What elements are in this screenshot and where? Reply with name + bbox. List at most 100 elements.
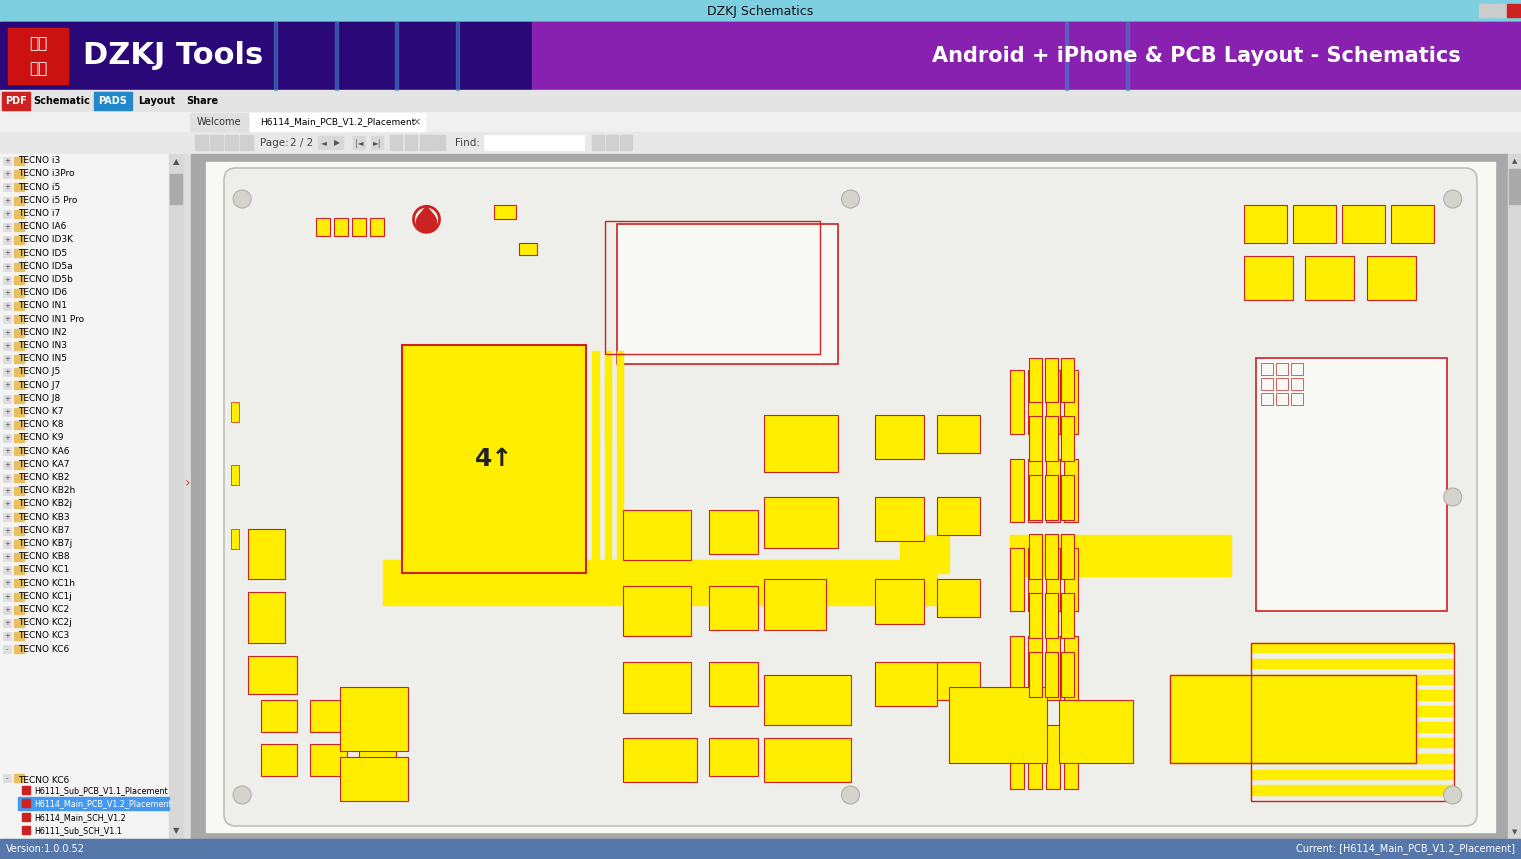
Bar: [0, 90, 1521, 112]
Bar: [14, 566, 24, 574]
Bar: [1045, 652, 1057, 697]
Text: Find:: Find:: [455, 138, 481, 148]
Bar: [3, 500, 11, 509]
Bar: [1509, 169, 1519, 204]
Text: ◄: ◄: [321, 138, 327, 148]
Text: +: +: [5, 290, 11, 296]
FancyBboxPatch shape: [224, 168, 1477, 826]
Text: +: +: [5, 541, 11, 547]
Circle shape: [1443, 786, 1462, 804]
Bar: [316, 218, 330, 236]
Bar: [605, 222, 820, 355]
Text: TECNO KB2h: TECNO KB2h: [18, 486, 75, 495]
Bar: [1010, 535, 1232, 576]
Bar: [3, 539, 11, 548]
Bar: [3, 460, 11, 469]
Bar: [3, 606, 11, 614]
Text: +: +: [5, 527, 11, 533]
Bar: [3, 184, 11, 192]
Bar: [765, 580, 826, 631]
Bar: [14, 381, 24, 389]
Bar: [937, 497, 980, 535]
Bar: [32, 92, 91, 110]
Bar: [461, 389, 470, 554]
Bar: [0, 0, 1521, 22]
Bar: [3, 369, 11, 376]
Text: TECNO IN1 Pro: TECNO IN1 Pro: [18, 314, 84, 324]
Text: TECNO i7: TECNO i7: [18, 209, 61, 218]
Bar: [949, 687, 1046, 764]
Bar: [1045, 357, 1057, 402]
Bar: [1367, 256, 1416, 301]
Bar: [3, 342, 11, 350]
Bar: [765, 674, 850, 725]
Text: TECNO KB8: TECNO KB8: [18, 552, 70, 561]
Bar: [3, 170, 11, 178]
Bar: [3, 645, 11, 654]
Text: +: +: [5, 488, 11, 494]
Bar: [14, 197, 24, 204]
Bar: [1028, 534, 1042, 579]
Bar: [1261, 377, 1273, 389]
Bar: [1046, 725, 1060, 789]
Text: TECNO ID3K: TECNO ID3K: [18, 235, 73, 244]
Text: +: +: [5, 581, 11, 587]
Bar: [14, 774, 24, 782]
Bar: [3, 448, 11, 455]
Text: TECNO KC6: TECNO KC6: [18, 644, 70, 654]
Text: +: +: [5, 606, 11, 612]
Bar: [14, 276, 24, 283]
Text: +: +: [5, 185, 11, 191]
Bar: [14, 448, 24, 455]
Bar: [624, 738, 697, 783]
Bar: [0, 839, 169, 851]
Text: +: +: [5, 277, 11, 283]
Bar: [1252, 643, 1454, 652]
Bar: [183, 92, 222, 110]
Bar: [1276, 393, 1288, 405]
Text: +: +: [5, 448, 11, 454]
Text: +: +: [5, 264, 11, 270]
Bar: [937, 580, 980, 618]
Text: ►|: ►|: [373, 138, 382, 148]
Bar: [1291, 377, 1303, 389]
Bar: [1028, 417, 1042, 461]
Bar: [231, 402, 239, 422]
Text: ▶: ▶: [335, 138, 339, 148]
Bar: [1244, 256, 1293, 301]
Text: Welcome: Welcome: [196, 117, 242, 127]
Bar: [14, 157, 24, 165]
Polygon shape: [418, 206, 435, 216]
Bar: [14, 355, 24, 363]
Text: +: +: [5, 409, 11, 415]
Bar: [1065, 370, 1078, 434]
Bar: [0, 22, 1521, 90]
Bar: [231, 528, 239, 549]
Bar: [1293, 205, 1335, 243]
Bar: [248, 528, 284, 580]
Bar: [14, 645, 24, 654]
Text: +: +: [5, 422, 11, 428]
Bar: [14, 500, 24, 509]
Text: TECNO ID5b: TECNO ID5b: [18, 275, 73, 284]
Text: TECNO i5: TECNO i5: [18, 182, 61, 192]
Text: H6111_Sub_SCH_V1.1: H6111_Sub_SCH_V1.1: [33, 825, 122, 835]
Bar: [1045, 594, 1057, 637]
Bar: [14, 249, 24, 258]
Bar: [1291, 362, 1303, 375]
Bar: [3, 487, 11, 495]
Bar: [14, 527, 24, 534]
Text: TECNO KB2: TECNO KB2: [18, 473, 70, 482]
Bar: [332, 136, 344, 149]
Text: Current: [H6114_Main_PCB_V1.2_Placement]: Current: [H6114_Main_PCB_V1.2_Placement]: [1296, 844, 1515, 855]
Bar: [3, 514, 11, 521]
Text: TECNO IN3: TECNO IN3: [18, 341, 67, 350]
Bar: [1028, 459, 1042, 522]
Text: 4↑: 4↑: [475, 447, 513, 471]
Text: +: +: [5, 210, 11, 216]
Bar: [1060, 534, 1074, 579]
Text: 东震: 东震: [29, 36, 47, 52]
Bar: [274, 22, 277, 90]
Bar: [1010, 459, 1024, 522]
Bar: [14, 632, 24, 640]
